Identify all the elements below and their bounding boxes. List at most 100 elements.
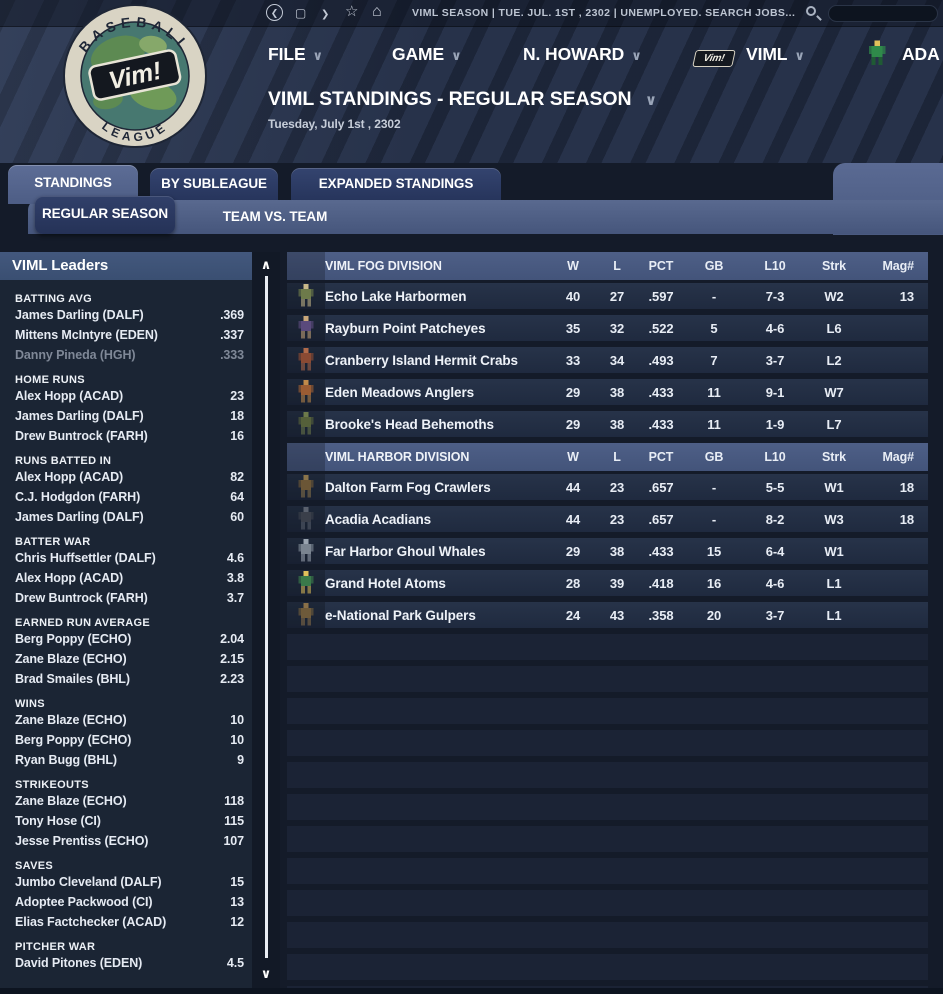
menu-manager-label: N. HOWARD [523, 44, 625, 64]
stat-l10: 8-2 [765, 511, 785, 527]
stat-l10: 5-5 [765, 479, 785, 495]
leader-row[interactable]: Danny Pineda (HGH) .333 [15, 345, 246, 365]
stat-gb: - [711, 511, 717, 527]
table-row[interactable]: Brooke's Head Behemoths 29 38 .433 11 1-9 L7 [287, 411, 928, 437]
chevron-down-icon: ∨ [312, 48, 324, 63]
leader-player-name: Drew Buntrock (FARH) [15, 429, 148, 443]
leader-row[interactable]: Ryan Bugg (BHL) 9 [15, 750, 246, 770]
team-name[interactable]: Echo Lake Harbormen [325, 288, 467, 304]
menu-game[interactable]: GAME ∨ [392, 44, 462, 65]
table-row[interactable]: Rayburn Point Patcheyes 35 32 .522 5 4-6 L6 [287, 315, 928, 341]
stat-mag: 18 [899, 479, 914, 495]
home-icon[interactable]: ⌂ [372, 3, 382, 20]
division-header-spacer [287, 443, 325, 471]
empty-row [287, 762, 928, 788]
team-name[interactable]: Rayburn Point Patcheyes [325, 320, 486, 336]
leader-row[interactable]: Alex Hopp (ACAD) 82 [15, 467, 246, 487]
leader-row[interactable]: James Darling (DALF) .369 [15, 305, 246, 325]
scrollbar-track[interactable] [265, 276, 268, 958]
table-row[interactable]: Echo Lake Harbormen 40 27 .597 - 7-3 W2 13 [287, 283, 928, 309]
table-row[interactable]: e-National Park Gulpers 24 43 .358 20 3-7 L1 [287, 602, 928, 628]
chevron-down-icon: ∨ [631, 48, 642, 63]
stat-strk: W1 [824, 479, 844, 495]
subtab-team-vs-team[interactable]: TEAM VS. TEAM [222, 209, 328, 224]
leader-row[interactable]: Berg Poppy (ECHO) 2.04 [15, 629, 246, 649]
empty-row [287, 794, 928, 820]
leader-row[interactable]: David Pitones (EDEN) 4.5 [15, 953, 246, 973]
leader-row[interactable]: C.J. Hodgdon (FARH) 64 [15, 487, 246, 507]
menu-file[interactable]: FILE ∨ [268, 44, 323, 65]
app-header: ❮ ▢ ❯ ☆ ⌂ VIML SEASON | TUE. JUL. 1ST , … [0, 0, 943, 163]
leader-category-label: RUNS BATTED IN [15, 455, 112, 467]
team-name[interactable]: Cranberry Island Hermit Crabs [325, 352, 518, 368]
leader-row[interactable]: Drew Buntrock (FARH) 3.7 [15, 588, 246, 608]
stat-pct: .493 [648, 352, 674, 368]
team-name[interactable]: Brooke's Head Behemoths [325, 416, 494, 432]
table-row[interactable]: Far Harbor Ghoul Whales 29 38 .433 15 6-4 W1 [287, 538, 928, 564]
behemoth-sprite-icon [287, 411, 325, 437]
table-row[interactable]: Cranberry Island Hermit Crabs 33 34 .493 7 3-… [287, 347, 928, 373]
team-name[interactable]: Far Harbor Ghoul Whales [325, 543, 486, 559]
leader-row[interactable]: James Darling (DALF) 60 [15, 507, 246, 527]
bottom-edge [0, 988, 943, 994]
table-row[interactable]: Acadia Acadians 44 23 .657 - 8-2 W3 18 [287, 506, 928, 532]
standings-table: VIML FOG DIVISION W L PCT GB L10 Strk Mag# Echo … [287, 252, 928, 988]
leader-category-label: HOME RUNS [15, 374, 85, 386]
scroll-up-icon[interactable]: ∧ [260, 257, 272, 272]
leader-row[interactable]: Adoptee Packwood (CI) 13 [15, 892, 246, 912]
team-name[interactable]: Dalton Farm Fog Crawlers [325, 479, 491, 495]
subtab-regular-season[interactable]: REGULAR SEASON [35, 196, 175, 234]
division-header-row: VIML HARBOR DIVISION W L PCT GB L10 Strk Mag# [287, 443, 928, 471]
window-icon[interactable]: ▢ [295, 6, 307, 20]
leader-row[interactable]: Jumbo Cleveland (DALF) 15 [15, 872, 246, 892]
stat-w: 24 [565, 607, 581, 623]
leader-row[interactable]: Zane Blaze (ECHO) 118 [15, 791, 246, 811]
leader-row[interactable]: Chris Huffsettler (DALF) 4.6 [15, 548, 246, 568]
column-header-w: W [567, 259, 579, 273]
leader-player-name: Alex Hopp (ACAD) [15, 389, 124, 403]
leader-row[interactable]: Tony Hose (CI) 115 [15, 811, 246, 831]
forward-icon[interactable]: ❯ [321, 9, 330, 20]
empty-row [287, 986, 928, 988]
star-icon[interactable]: ☆ [345, 3, 359, 20]
tab-expanded-standings[interactable]: EXPANDED STANDINGS [291, 168, 501, 202]
team-name[interactable]: e-National Park Gulpers [325, 607, 476, 623]
table-row[interactable]: Dalton Farm Fog Crawlers 44 23 .657 - 5-5 W1 18 [287, 474, 928, 500]
leader-row[interactable]: Zane Blaze (ECHO) 10 [15, 710, 246, 730]
leader-row[interactable]: Brad Smailes (BHL) 2.23 [15, 669, 246, 689]
leader-stat-value: 60 [230, 510, 244, 524]
back-button[interactable]: ❮ [266, 4, 283, 21]
leader-stat-value: 4.5 [226, 956, 244, 970]
leader-row[interactable]: Mittens McIntyre (EDEN) .337 [15, 325, 246, 345]
stat-l: 43 [609, 607, 625, 623]
table-row[interactable]: Grand Hotel Atoms 28 39 .418 16 4-6 L1 [287, 570, 928, 596]
menu-league[interactable]: VIML ∨ [746, 44, 805, 65]
stat-pct: .433 [648, 416, 674, 432]
leader-category-label: EARNED RUN AVERAGE [15, 617, 150, 629]
menu-profile[interactable]: ADA [902, 44, 940, 65]
team-name[interactable]: Acadia Acadians [325, 511, 432, 527]
search-input[interactable] [828, 5, 938, 22]
team-name[interactable]: Eden Meadows Anglers [325, 384, 475, 400]
harborman-sprite-icon [287, 283, 325, 309]
leader-row[interactable]: Elias Factchecker (ACAD) 12 [15, 912, 246, 932]
stat-l: 27 [609, 288, 625, 304]
scroll-down-icon[interactable]: ∨ [260, 966, 272, 981]
leader-row[interactable]: Drew Buntrock (FARH) 16 [15, 426, 246, 446]
leader-row[interactable]: Alex Hopp (ACAD) 3.8 [15, 568, 246, 588]
leader-player-name: Jesse Prentiss (ECHO) [15, 834, 149, 848]
table-row[interactable]: Eden Meadows Anglers 29 38 .433 11 9-1 W7 [287, 379, 928, 405]
stat-pct: .597 [648, 288, 674, 304]
sidebar-scrollbar[interactable]: ∧ ∨ [252, 252, 280, 988]
leader-row[interactable]: James Darling (DALF) 18 [15, 406, 246, 426]
leader-row[interactable]: Jesse Prentiss (ECHO) 107 [15, 831, 246, 851]
page-title-row[interactable]: VIML STANDINGS - REGULAR SEASON ∨ [268, 88, 657, 111]
stat-strk: L7 [826, 416, 842, 432]
search-icon[interactable] [806, 6, 816, 16]
column-header-mag: Mag# [882, 259, 914, 273]
menu-manager[interactable]: N. HOWARD ∨ [523, 44, 642, 65]
team-name[interactable]: Grand Hotel Atoms [325, 575, 446, 591]
leader-row[interactable]: Alex Hopp (ACAD) 23 [15, 386, 246, 406]
leader-row[interactable]: Zane Blaze (ECHO) 2.15 [15, 649, 246, 669]
leader-row[interactable]: Berg Poppy (ECHO) 10 [15, 730, 246, 750]
